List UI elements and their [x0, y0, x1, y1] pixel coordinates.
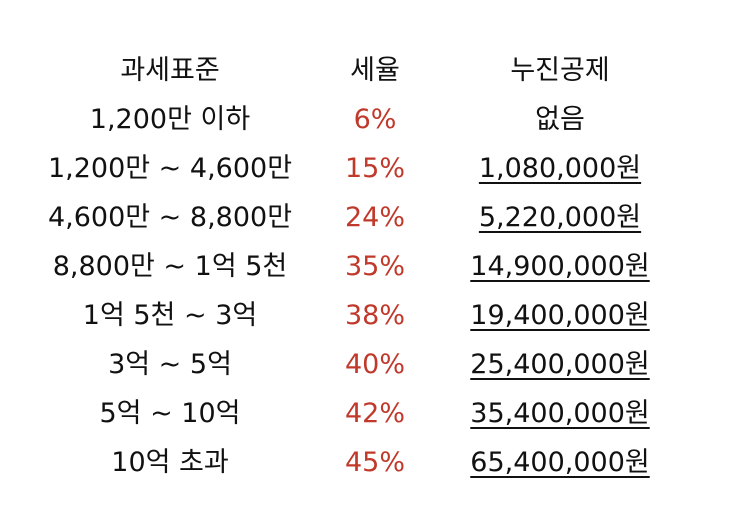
- table-row: 1,200만 ~ 4,600만 15% 1,080,000원: [0, 144, 749, 193]
- table-row: 4,600만 ~ 8,800만 24% 5,220,000원: [0, 193, 749, 242]
- tax-base-cell: 8,800만 ~ 1억 5천: [52, 251, 288, 282]
- table-row: 5억 ~ 10억 42% 35,400,000원: [0, 389, 749, 438]
- tax-rate-cell: 35%: [344, 251, 405, 282]
- deduction-cell: 65,400,000원: [470, 447, 650, 478]
- tax-rate-cell: 40%: [344, 349, 405, 380]
- tax-base-cell: 1,200만 ~ 4,600만: [47, 153, 293, 184]
- deduction-cell: 1,080,000원: [478, 153, 642, 184]
- table-row: 10억 초과 45% 65,400,000원: [0, 438, 749, 487]
- deduction-cell: 5,220,000원: [478, 202, 642, 233]
- deduction-cell: 14,900,000원: [470, 251, 650, 282]
- tax-base-cell: 10억 초과: [111, 447, 229, 478]
- deduction-cell: 35,400,000원: [470, 398, 650, 429]
- header-tax-rate: 세율: [350, 55, 400, 86]
- table-header-row: 과세표준 세율 누진공제: [0, 46, 749, 95]
- tax-rate-table: 과세표준 세율 누진공제 1,200만 이하 6% 없음 1,200만 ~ 4,…: [0, 46, 749, 487]
- tax-base-cell: 5억 ~ 10억: [99, 398, 241, 429]
- deduction-cell: 19,400,000원: [470, 300, 650, 331]
- tax-base-cell: 1,200만 이하: [89, 104, 251, 135]
- table-row: 8,800만 ~ 1억 5천 35% 14,900,000원: [0, 242, 749, 291]
- header-progressive-deduction: 누진공제: [510, 55, 610, 86]
- tax-base-cell: 1억 5천 ~ 3억: [82, 300, 258, 331]
- tax-rate-cell: 24%: [344, 202, 405, 233]
- table-row: 1,200만 이하 6% 없음: [0, 95, 749, 144]
- tax-base-cell: 4,600만 ~ 8,800만: [47, 202, 293, 233]
- header-tax-base: 과세표준: [120, 55, 220, 86]
- table-row: 1억 5천 ~ 3억 38% 19,400,000원: [0, 291, 749, 340]
- deduction-cell: 없음: [535, 104, 585, 135]
- tax-rate-cell: 45%: [344, 447, 405, 478]
- tax-rate-cell: 42%: [344, 398, 405, 429]
- tax-rate-cell: 6%: [353, 104, 397, 135]
- table-row: 3억 ~ 5억 40% 25,400,000원: [0, 340, 749, 389]
- deduction-cell: 25,400,000원: [470, 349, 650, 380]
- tax-base-cell: 3억 ~ 5억: [108, 349, 232, 380]
- tax-rate-cell: 38%: [344, 300, 405, 331]
- tax-rate-cell: 15%: [344, 153, 405, 184]
